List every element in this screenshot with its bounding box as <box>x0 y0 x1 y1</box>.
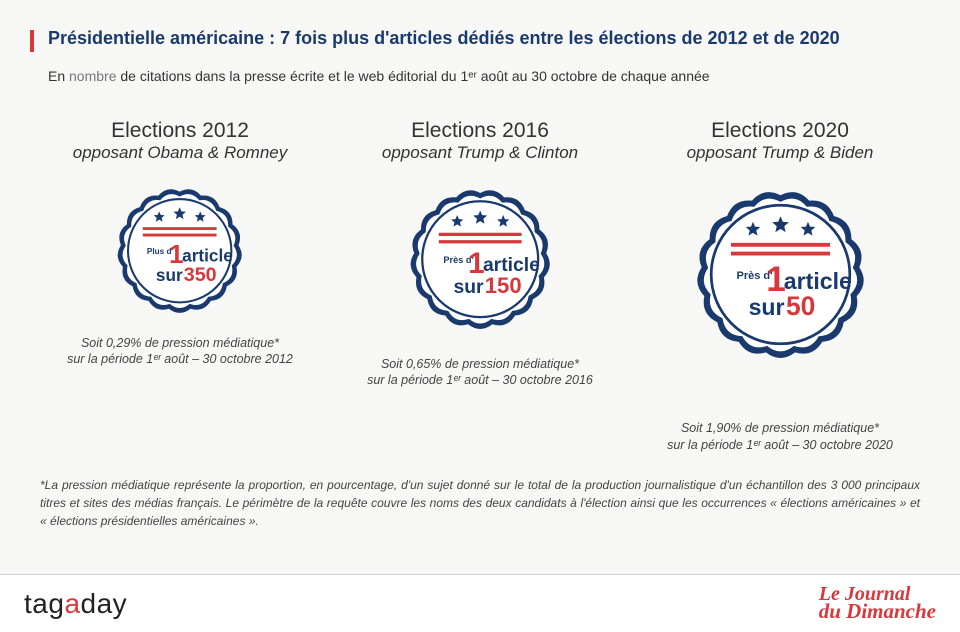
footnote: *La pression médiatique représente la pr… <box>40 476 920 530</box>
caption: Soit 0,65% de pression médiatique*sur la… <box>350 356 610 390</box>
badge-wrap: Près d' 1 article sur 50 <box>630 181 930 368</box>
badge-icon: Près d' 1 article sur 150 <box>402 181 558 337</box>
page-title: Présidentielle américaine : 7 fois plus … <box>48 28 840 49</box>
caption: Soit 1,90% de pression médiatique*sur la… <box>650 420 910 454</box>
badge-icon: Plus d' 1 article sur 350 <box>110 181 249 320</box>
election-title: Elections 2020 <box>630 118 930 143</box>
election-col: Elections 2012 opposant Obama & Romney P… <box>30 118 330 368</box>
election-subtitle: opposant Trump & Clinton <box>330 143 630 163</box>
badges-row: Elections 2012 opposant Obama & Romney P… <box>30 118 930 454</box>
svg-text:50: 50 <box>786 291 815 321</box>
logo-day: day <box>81 588 128 619</box>
footer: tagaday Le Journal du Dimanche <box>0 574 960 632</box>
title-row: Présidentielle américaine : 7 fois plus … <box>30 28 930 52</box>
election-col: Elections 2016 opposant Trump & Clinton … <box>330 118 630 389</box>
logo-jdd-line2: du Dimanche <box>819 603 936 621</box>
logo-tag: tag <box>24 588 64 619</box>
election-title: Elections 2012 <box>30 118 330 143</box>
logo-tagaday: tagaday <box>24 588 127 620</box>
title-accent-bar <box>30 30 34 52</box>
election-col: Elections 2020 opposant Trump & Biden Pr… <box>630 118 930 454</box>
subtitle-nombre: nombre <box>69 68 116 84</box>
logo-a-icon: a <box>64 588 80 620</box>
svg-text:sur: sur <box>156 265 183 285</box>
badge-wrap: Près d' 1 article sur 150 <box>330 181 630 337</box>
caption: Soit 0,29% de pression médiatique*sur la… <box>50 335 310 369</box>
logo-jdd: Le Journal du Dimanche <box>819 586 936 621</box>
subtitle-pre: En <box>48 68 69 84</box>
badge-icon: Près d' 1 article sur 50 <box>687 181 874 368</box>
election-subtitle: opposant Obama & Romney <box>30 143 330 163</box>
svg-text:350: 350 <box>184 264 217 286</box>
svg-text:article: article <box>783 268 851 294</box>
election-subtitle: opposant Trump & Biden <box>630 143 930 163</box>
svg-text:150: 150 <box>485 273 522 298</box>
svg-text:article: article <box>182 246 233 266</box>
svg-text:sur: sur <box>748 294 784 320</box>
subtitle-post: de citations dans la presse écrite et le… <box>116 68 709 84</box>
badge-wrap: Plus d' 1 article sur 350 <box>30 181 330 320</box>
subtitle: En nombre de citations dans la presse éc… <box>48 68 930 84</box>
election-title: Elections 2016 <box>330 118 630 143</box>
svg-text:sur: sur <box>453 277 484 298</box>
